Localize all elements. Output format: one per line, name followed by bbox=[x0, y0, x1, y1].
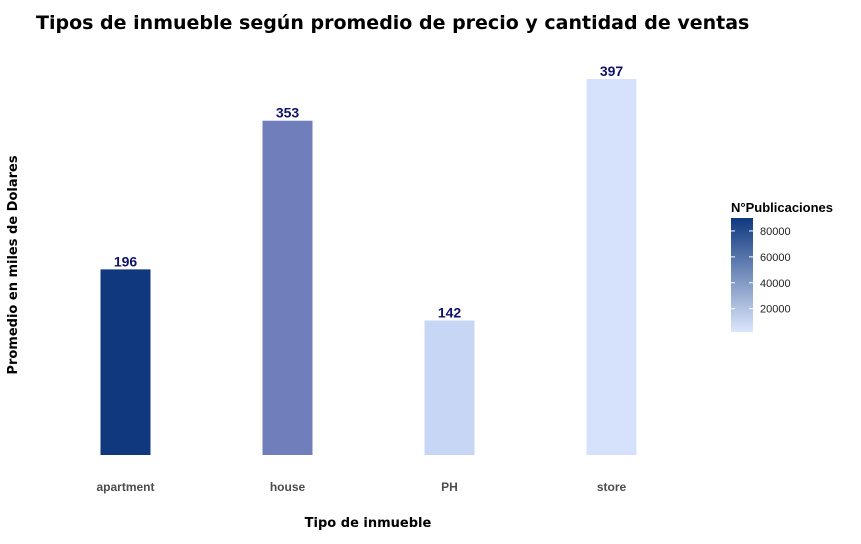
x-axis-title: Tipo de inmueble bbox=[305, 516, 432, 531]
bar-store bbox=[586, 79, 637, 455]
bar-ph bbox=[424, 320, 475, 455]
legend-tick-label: 40000 bbox=[760, 278, 791, 290]
legend-colorbar bbox=[731, 218, 753, 332]
x-tick-apartment: apartment bbox=[96, 480, 154, 494]
data-label-ph: 142 bbox=[438, 305, 462, 321]
legend-ticks: 80000 60000 40000 20000 bbox=[731, 226, 791, 316]
legend-tick-label: 20000 bbox=[760, 304, 791, 316]
legend-tick-label: 80000 bbox=[760, 226, 791, 238]
x-tick-ph: PH bbox=[441, 480, 458, 494]
bar-house bbox=[262, 120, 313, 456]
x-tick-store: store bbox=[597, 480, 627, 494]
bars-group bbox=[100, 79, 637, 456]
data-label-apartment: 196 bbox=[114, 253, 138, 269]
y-axis-title: Promedio en miles de Dolares bbox=[6, 155, 21, 374]
data-label-house: 353 bbox=[276, 105, 300, 121]
legend-tick-label: 60000 bbox=[760, 252, 791, 264]
data-label-store: 397 bbox=[600, 63, 624, 79]
bar-apartment bbox=[100, 269, 151, 455]
x-tick-labels: apartment house PH store bbox=[96, 480, 626, 494]
x-tick-house: house bbox=[270, 480, 306, 494]
chart-title: Tipos de inmueble según promedio de prec… bbox=[36, 12, 749, 34]
color-legend: N°Publicaciones 80000 60000 40000 20000 bbox=[731, 200, 833, 332]
data-labels-group: 196 353 142 397 bbox=[114, 63, 624, 320]
legend-title: N°Publicaciones bbox=[731, 200, 833, 215]
